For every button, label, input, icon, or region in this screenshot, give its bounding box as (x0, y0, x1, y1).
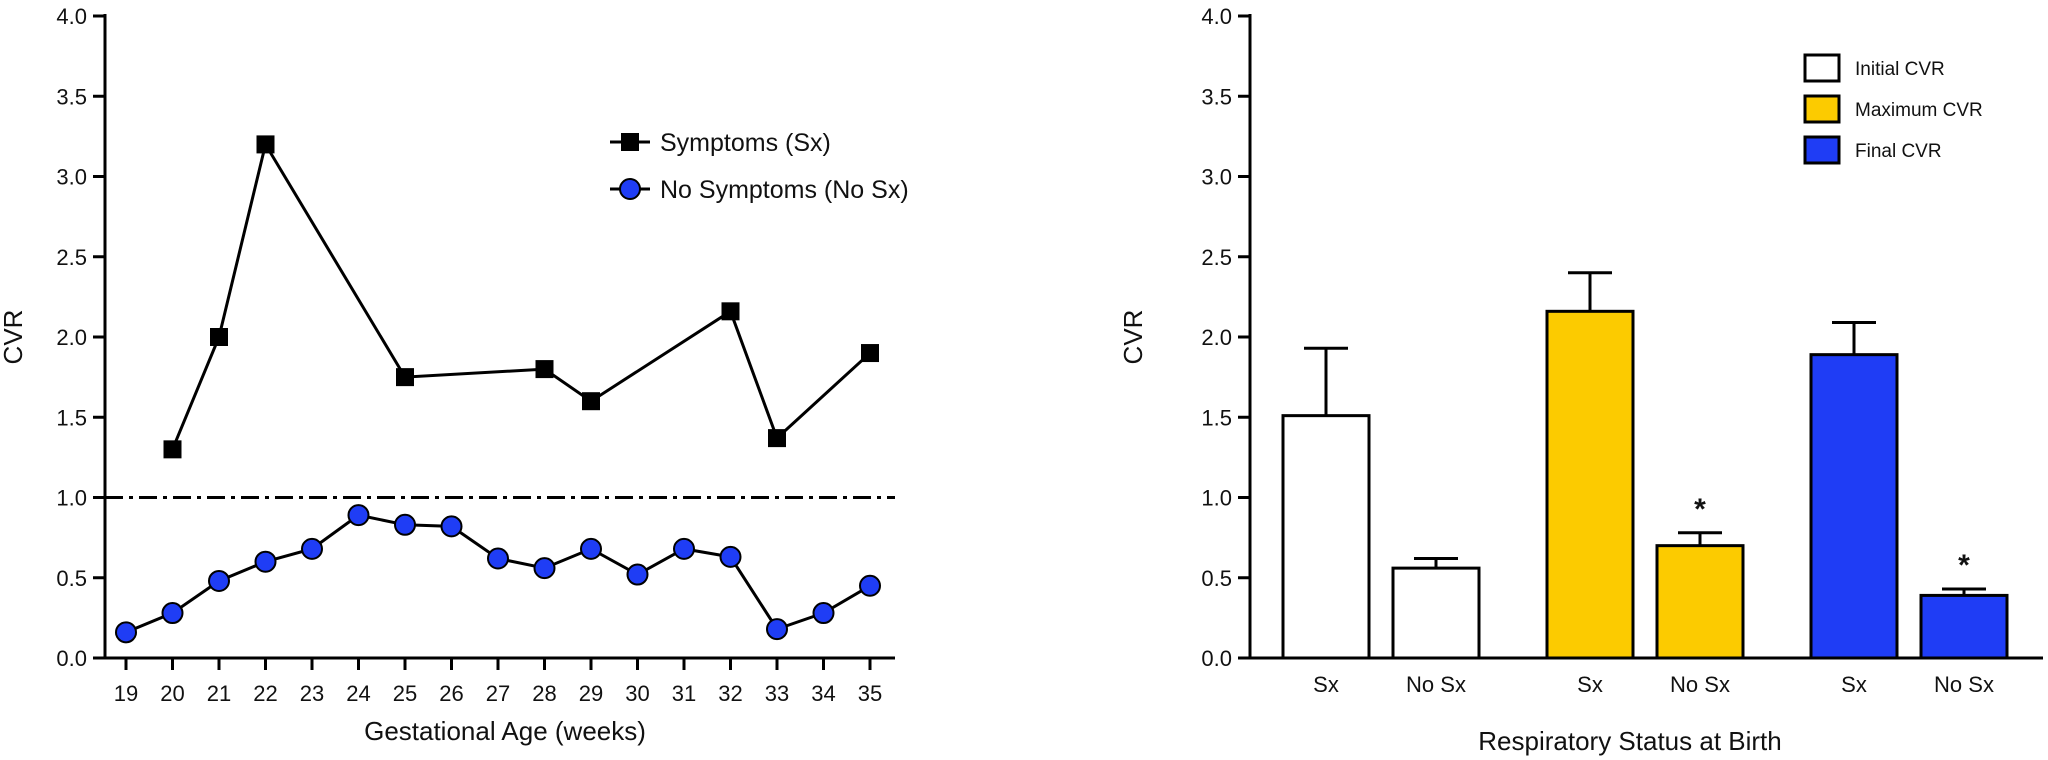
data-point-square (535, 360, 554, 379)
data-point-square (210, 328, 228, 346)
data-point-circle (719, 545, 742, 568)
legend-label: Initial CVR (1855, 59, 1945, 80)
legend-swatch (1803, 94, 1841, 124)
data-point-square (256, 135, 275, 154)
line-chart-cvr-by-gestational-age: 0.0 0.5 1.0 1.5 2.0 2.5 3.0 3.5 4.0 19 20 21 22 23 24 2… (0, 4, 909, 746)
data-point-square (861, 344, 879, 363)
y-tick-label: 4.0 (56, 4, 87, 29)
x-tick-label: 30 (625, 681, 649, 706)
x-category-label: Sx (1841, 672, 1867, 697)
data-point-circle (673, 537, 695, 560)
y-tick-label: 1.0 (56, 486, 87, 511)
x-tick-label: 33 (765, 681, 789, 706)
legend-label: Final CVR (1855, 141, 1942, 162)
y-tick-label: 2.5 (56, 245, 87, 270)
y-tick-label: 0.5 (56, 566, 87, 591)
data-point-circle (766, 618, 788, 641)
x-tick-label: 27 (486, 681, 510, 706)
data-point-square (768, 429, 786, 448)
data-point-circle (301, 537, 323, 560)
x-tick-label: 34 (811, 681, 835, 706)
x-tick-label: 31 (672, 681, 696, 706)
y-tick-label: 3.0 (56, 165, 87, 190)
legend-marker-circle (619, 178, 641, 200)
significance-marker: * (1958, 549, 1970, 582)
bar (1545, 309, 1635, 660)
legend-label: Symptoms (Sx) (660, 129, 831, 157)
data-point-circle (812, 602, 835, 625)
x-tick-label: 23 (300, 681, 324, 706)
x-tick-label: 35 (858, 681, 882, 706)
y-tick-label: 0.0 (1201, 646, 1232, 671)
x-tick-label: 32 (718, 681, 742, 706)
data-point-circle (347, 504, 370, 527)
x-tick-label: 25 (393, 681, 417, 706)
data-point-circle (580, 537, 602, 560)
bar (1391, 566, 1481, 660)
y-tick-label: 3.5 (1201, 84, 1232, 109)
data-point-circle (487, 547, 509, 570)
data-point-circle (254, 550, 277, 573)
y-tick-label: 4.0 (1201, 4, 1232, 29)
series-line (125, 513, 871, 634)
bar (1655, 544, 1745, 660)
y-tick-label: 1.5 (1201, 405, 1232, 430)
x-tick-label: 26 (439, 681, 463, 706)
legend-swatch (1803, 53, 1841, 83)
y-axis-title: CVR (1118, 310, 1148, 365)
data-point-square (396, 368, 414, 387)
data-point-circle (440, 515, 463, 538)
data-point-circle (394, 513, 416, 536)
x-tick-label: 19 (114, 681, 138, 706)
data-point-circle (115, 621, 137, 644)
x-category-label: No Sx (1670, 672, 1730, 697)
y-tick-label: 3.0 (1201, 165, 1232, 190)
x-category-label: Sx (1577, 672, 1603, 697)
y-tick-label: 1.5 (56, 405, 87, 430)
y-axis-title: CVR (0, 310, 28, 365)
x-tick-label: 29 (579, 681, 603, 706)
y-tick-label: 2.0 (56, 325, 87, 350)
x-tick-label: 24 (346, 681, 370, 706)
x-axis-title: Respiratory Status at Birth (1478, 726, 1781, 756)
x-category-label: No Sx (1406, 672, 1466, 697)
x-tick-label: 21 (207, 681, 231, 706)
data-point-circle (859, 574, 881, 597)
y-tick-label: 0.0 (56, 646, 87, 671)
x-category-label: Sx (1313, 672, 1339, 697)
bar (1281, 414, 1371, 660)
bar (1809, 353, 1899, 660)
y-tick-label: 2.5 (1201, 245, 1232, 270)
x-tick-label: 28 (532, 681, 556, 706)
legend-swatch (1803, 135, 1841, 165)
data-point-square (582, 392, 600, 411)
y-tick-label: 2.0 (1201, 325, 1232, 350)
y-tick-label: 3.5 (56, 84, 87, 109)
data-point-circle (626, 563, 649, 586)
legend-marker-square (621, 133, 639, 151)
data-point-circle (533, 557, 556, 580)
bar (1919, 593, 2009, 660)
data-point-square (163, 440, 182, 459)
significance-marker: * (1694, 493, 1706, 526)
data-point-square (721, 302, 740, 321)
data-point-circle (208, 569, 230, 592)
bar-chart-cvr-by-respiratory-status: 0.0 0.5 1.0 1.5 2.0 2.5 3.0 3.5 4.0 Respiratory S… (1118, 4, 2043, 756)
x-tick-label: 22 (253, 681, 277, 706)
y-tick-label: 1.0 (1201, 486, 1232, 511)
x-tick-label: 20 (160, 681, 184, 706)
x-axis-title: Gestational Age (weeks) (364, 716, 646, 746)
data-point-circle (161, 602, 184, 625)
legend-label: No Symptoms (No Sx) (660, 176, 909, 204)
legend-label: Maximum CVR (1855, 100, 1983, 121)
y-tick-label: 0.5 (1201, 566, 1232, 591)
x-category-label: No Sx (1934, 672, 1994, 697)
